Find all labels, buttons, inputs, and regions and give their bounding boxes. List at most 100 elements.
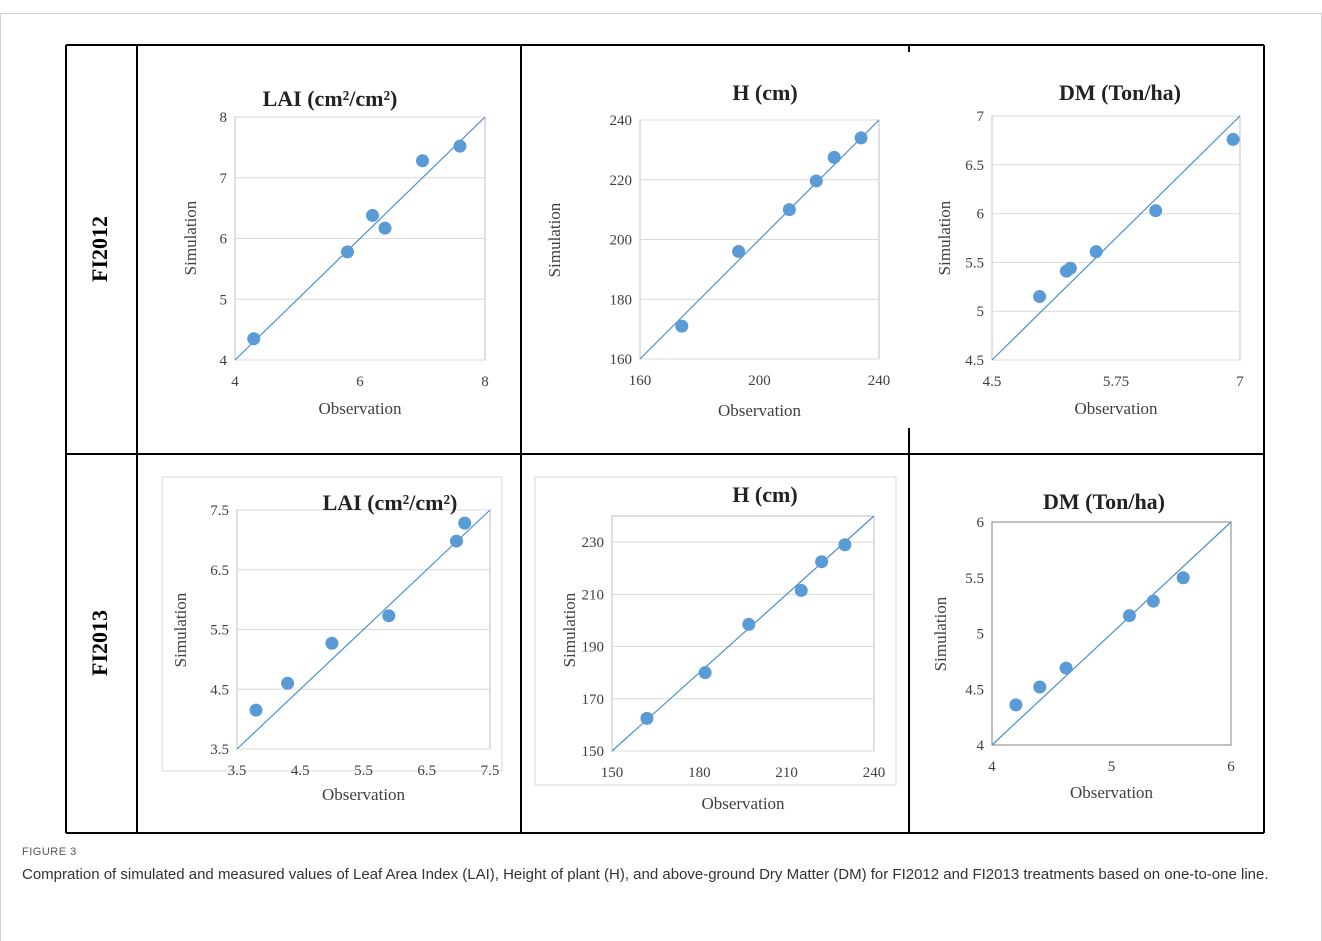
x-tick-label: 6 — [356, 374, 364, 390]
scatter-chart-4: 3.5 4.5 5.5 6.5 7.5 3.5 4.5 5.5 6.5 7.5 LAI (cm²/c… — [161, 476, 503, 804]
scatter-chart-2: 160 180 200 220 240 160 200 240 H (cm) Observatio… — [545, 80, 890, 420]
data-point — [809, 174, 823, 188]
data-point — [854, 131, 868, 145]
scatter-chart-1: 4 5 6 7 8 4 6 8 LAI (cm²/cm²) Observation Simulati… — [181, 86, 489, 418]
scatter-chart-5: 150 170 190 210 230 150 180 210 240 H (cm) Observa… — [534, 476, 897, 813]
y-tick-label: 170 — [582, 692, 605, 708]
data-point — [838, 538, 852, 552]
data-point — [1033, 290, 1047, 304]
frame-border-top — [0, 13, 1322, 14]
y-tick-label: 7 — [977, 109, 985, 125]
frame-border-left — [0, 13, 1, 941]
y-tick-label: 4.5 — [210, 682, 229, 698]
y-tick-label: 5 — [977, 627, 985, 643]
data-point — [732, 244, 746, 258]
y-tick-label: 200 — [610, 233, 633, 249]
data-point — [815, 555, 829, 569]
one-to-one-line — [991, 521, 1232, 746]
figure-caption: FIGURE 3 Compration of simulated and mea… — [22, 846, 1302, 886]
y-axis-label: Simulation — [935, 200, 954, 275]
y-tick-label: 7.5 — [210, 503, 229, 519]
scatter-chart-6: 4 4.5 5 5.5 6 4 5 6 DM (Ton/ha) Observation Simula… — [931, 489, 1235, 802]
y-tick-label: 220 — [610, 173, 633, 189]
x-tick-label: 4 — [988, 759, 996, 775]
y-tick-label: 4 — [977, 738, 985, 754]
figure-caption-text: Compration of simulated and measured val… — [22, 866, 1269, 883]
data-point — [827, 150, 841, 164]
y-tick-label: 3.5 — [210, 742, 229, 758]
chart-title: H (cm) — [732, 80, 797, 105]
data-point — [1063, 261, 1077, 275]
data-point — [416, 154, 429, 168]
x-axis-label: Observation — [322, 785, 406, 804]
x-tick-label: 5 — [1108, 759, 1116, 775]
y-tick-label: 6 — [220, 232, 228, 248]
y-tick-label: 6.5 — [965, 158, 984, 174]
x-tick-label: 8 — [481, 374, 489, 390]
y-tick-label: 5.5 — [210, 623, 229, 639]
x-tick-label: 5.5 — [354, 763, 373, 779]
x-tick-label: 210 — [775, 765, 798, 781]
data-point — [1009, 698, 1023, 712]
y-tick-label: 4.5 — [965, 682, 984, 698]
one-to-one-line — [234, 116, 486, 361]
y-axis-label: Simulation — [931, 596, 950, 671]
table-grid — [65, 44, 1265, 834]
x-tick-label: 180 — [688, 765, 711, 781]
y-tick-label: 190 — [582, 640, 605, 656]
data-point — [794, 583, 808, 597]
x-tick-label: 7.5 — [481, 763, 500, 779]
y-tick-label: 6 — [977, 207, 985, 223]
data-point — [341, 245, 354, 259]
y-tick-label: 5.5 — [965, 255, 984, 271]
x-tick-label: 240 — [863, 765, 886, 781]
plot-area-border — [991, 521, 1232, 746]
x-tick-label: 4.5 — [983, 374, 1002, 390]
y-tick-label: 5 — [220, 292, 228, 308]
y-axis-label: Simulation — [171, 592, 190, 667]
chart-area-border — [534, 476, 897, 786]
data-point — [1033, 680, 1047, 694]
y-tick-label: 6.5 — [210, 563, 229, 579]
y-tick-label: 4 — [220, 353, 228, 369]
data-point — [1122, 609, 1136, 623]
y-tick-label: 160 — [610, 352, 633, 368]
chart-title: DM (Ton/ha) — [1043, 489, 1165, 514]
x-axis-label: Observation — [318, 399, 402, 418]
data-point — [247, 332, 261, 346]
x-tick-label: 4.5 — [291, 763, 310, 779]
figure-panel-grid: FI2012 FI2013 4 5 6 7 8 4 6 8 LAI (cm²/cm²) Obser… — [65, 44, 1265, 834]
row-labels: FI2012 FI2013 — [87, 216, 112, 676]
figure-label: FIGURE 3 — [22, 846, 77, 858]
y-tick-label: 230 — [582, 535, 605, 551]
x-axis-label: Observation — [718, 401, 802, 420]
data-point — [449, 534, 463, 548]
row-label-fi2013: FI2013 — [87, 610, 112, 676]
data-point — [698, 666, 712, 680]
data-point — [458, 516, 472, 530]
x-axis-label: Observation — [1070, 783, 1154, 802]
chart-area-border — [161, 476, 503, 772]
x-tick-label: 5.75 — [1103, 374, 1129, 390]
x-tick-label: 200 — [748, 373, 771, 389]
data-point — [453, 139, 467, 153]
y-tick-label: 5 — [977, 304, 985, 320]
x-tick-label: 150 — [601, 765, 624, 781]
y-tick-label: 6 — [977, 515, 985, 531]
y-tick-label: 240 — [610, 113, 633, 129]
data-point — [1176, 571, 1190, 585]
y-tick-label: 5.5 — [965, 571, 984, 587]
data-point — [382, 609, 396, 623]
data-point — [325, 636, 339, 650]
chart-title: H (cm) — [732, 482, 797, 507]
data-point — [1149, 204, 1163, 218]
data-point — [1146, 594, 1160, 608]
y-tick-label: 7 — [220, 171, 228, 187]
y-tick-label: 8 — [220, 110, 228, 126]
data-point — [675, 319, 689, 333]
x-axis-label: Observation — [701, 794, 785, 813]
one-to-one-line — [991, 115, 1241, 361]
scatter-chart-3: 4.5 5 5.5 6 6.5 7 4.5 5.75 7 DM (Ton/ha) Observati… — [935, 80, 1244, 418]
x-axis-label: Observation — [1074, 399, 1158, 418]
